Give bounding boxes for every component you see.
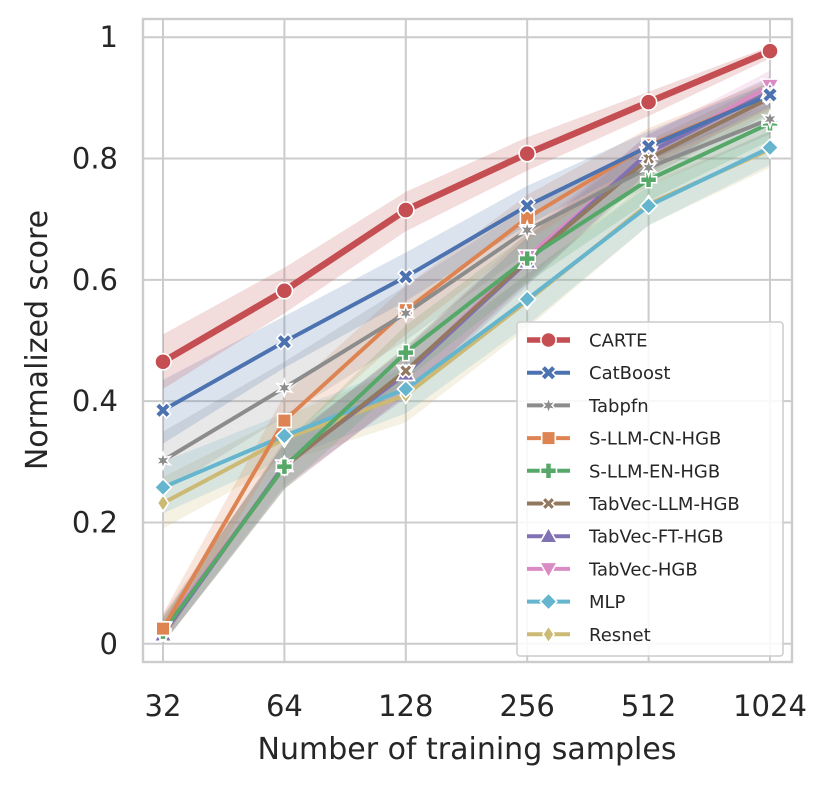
data-point [517, 219, 537, 241]
y-tick-label: 0.4 [72, 384, 118, 418]
data-point [154, 352, 172, 371]
y-tick-label: 0.8 [72, 142, 118, 176]
data-point [639, 93, 658, 111]
y-axis-ticks: 0 0.2 0.4 0.6 0.8 1 [72, 20, 118, 661]
data-point [760, 108, 780, 130]
legend-label: CARTE [589, 331, 647, 352]
series-lines [159, 47, 774, 637]
data-point [274, 426, 294, 446]
legend: CARTE CatBoost Tabpfn S-LLM-CN-HGB S-LLM-EN-… [516, 321, 784, 657]
data-point [518, 197, 537, 215]
legend-label: S-LLM-CN-HGB [589, 429, 721, 450]
legend-marker [541, 624, 556, 645]
data-point [639, 156, 659, 179]
data-point [396, 201, 415, 219]
legend-label: MLP [589, 592, 626, 613]
data-point [155, 621, 171, 637]
legend-label: S-LLM-EN-HGB [589, 461, 720, 482]
legend-label: Tabpfn [588, 396, 649, 417]
x-tick-label: 128 [378, 689, 433, 723]
legend-marker [538, 561, 559, 580]
data-point [639, 170, 658, 189]
x-tick-label: 256 [500, 689, 555, 723]
series-line [161, 145, 772, 490]
legend-label: Resnet [589, 625, 651, 646]
data-point [154, 401, 172, 420]
data-point [276, 412, 293, 429]
x-tick-label: 32 [145, 689, 182, 723]
data-point [518, 144, 537, 163]
data-point [639, 196, 659, 216]
data-point [275, 457, 294, 476]
y-tick-label: 1 [100, 20, 118, 54]
legend-marker [540, 430, 557, 446]
data-point [639, 137, 658, 156]
y-tick-label: 0 [100, 627, 118, 661]
data-point [275, 281, 294, 300]
series-line [159, 47, 774, 365]
data-point [518, 249, 537, 268]
confidence-band [163, 76, 770, 644]
series-line [161, 121, 772, 634]
data-point [396, 302, 416, 325]
legend-marker [540, 495, 557, 512]
legend-label: TabVec-FT-HGB [588, 527, 724, 548]
confidence-band [163, 79, 770, 644]
data-point [274, 376, 294, 399]
data-point [761, 42, 779, 61]
data-point [396, 267, 415, 286]
data-point [396, 379, 416, 399]
x-tick-label: 64 [266, 689, 303, 723]
legend-label: CatBoost [589, 363, 670, 384]
confidence-band [163, 106, 770, 644]
series-markers [152, 42, 781, 643]
legend-box [516, 321, 784, 657]
data-point [153, 477, 173, 497]
x-axis-ticks: 32 64 128 256 512 1024 [145, 689, 807, 723]
y-tick-label: 0.6 [72, 263, 118, 297]
data-point [156, 493, 170, 513]
legend-label: TabVec-LLM-HGB [588, 494, 740, 515]
series-line [161, 92, 772, 413]
legend-label: TabVec-HGB [588, 559, 698, 580]
legend-marker [539, 363, 558, 382]
confidence-band [163, 82, 770, 644]
confidence-band [163, 82, 770, 444]
legend-marker [539, 461, 558, 480]
legend-marker [540, 331, 557, 349]
x-tick-label: 512 [621, 689, 676, 723]
data-point [761, 86, 779, 104]
series-line [161, 117, 772, 463]
x-tick-label: 1024 [733, 689, 807, 723]
data-point [153, 449, 173, 472]
y-axis-label: Normalized score [20, 210, 55, 470]
legend-marker [539, 394, 558, 417]
confidence-band [163, 46, 770, 390]
data-point [398, 363, 414, 379]
y-tick-label: 0.2 [72, 505, 118, 539]
legend-marker [538, 525, 559, 544]
data-point [517, 289, 537, 309]
data-point [275, 332, 294, 351]
x-axis-label: Number of training samples [258, 732, 677, 767]
data-point [760, 138, 780, 158]
data-point [396, 343, 415, 362]
legend-marker [538, 592, 559, 612]
